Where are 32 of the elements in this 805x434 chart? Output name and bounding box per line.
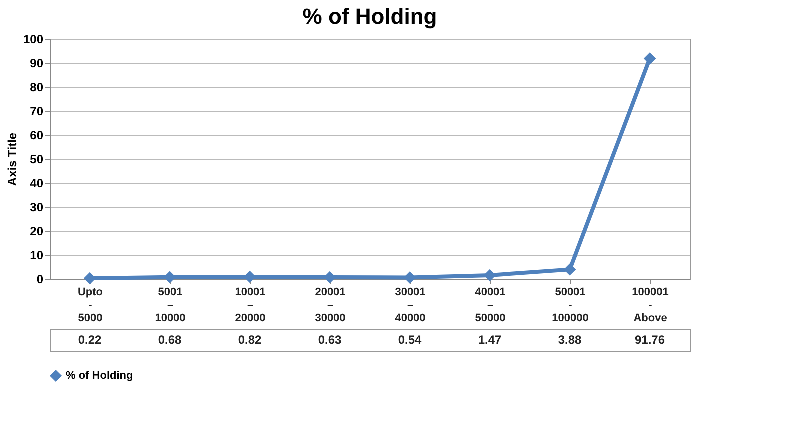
data-label: 0.54 — [398, 333, 422, 347]
legend-label: % of Holding — [66, 370, 134, 382]
chart-title: % of Holding — [302, 4, 438, 29]
data-label: 3.88 — [558, 333, 582, 347]
x-tick-label: 50001 - 100000 — [552, 286, 589, 324]
data-label: 0.68 — [158, 333, 182, 347]
y-tick-label: 20 — [30, 224, 44, 238]
y-tick-label: 100 — [23, 32, 44, 46]
y-tick-label: 30 — [30, 200, 44, 214]
data-label: 0.63 — [318, 333, 342, 347]
y-axis-title: Axis Title — [5, 132, 20, 186]
x-tick-label: 20001 – 30000 — [315, 286, 346, 324]
y-tick-label: 60 — [30, 128, 44, 142]
point — [564, 264, 576, 276]
point — [644, 52, 656, 65]
x-tick-label: 10001 – 20000 — [235, 286, 266, 324]
x-tick-label: 100001 - Above — [632, 286, 669, 324]
x-tick-label: 40001 – 50000 — [475, 286, 506, 324]
y-tick-label: 70 — [30, 104, 44, 118]
y-tick-label: 50 — [30, 152, 44, 166]
y-tick-label: 80 — [30, 80, 44, 94]
y-tick-label: 90 — [30, 56, 44, 70]
x-tick-label: 30001 – 40000 — [395, 286, 426, 324]
x-tick-label: 5001 – 10000 — [155, 286, 186, 324]
data-label: 91.76 — [634, 333, 666, 347]
data-label: 0.82 — [238, 333, 262, 347]
y-tick-label: 40 — [30, 176, 44, 190]
y-tick-label: 10 — [30, 248, 44, 262]
data-label: 1.47 — [478, 333, 502, 347]
x-tick-label: Upto - 5000 — [78, 286, 104, 324]
data-label: 0.22 — [78, 333, 102, 347]
y-tick-label: 0 — [36, 272, 44, 286]
